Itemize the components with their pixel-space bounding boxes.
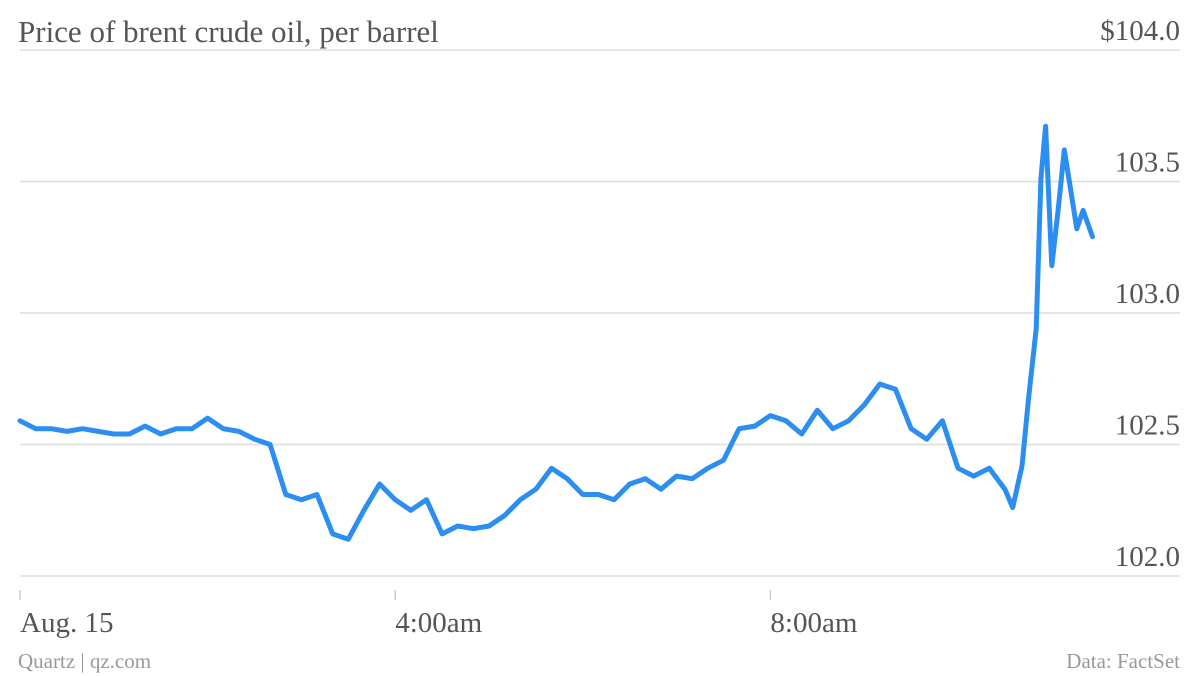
y-tick-label: 102.0 bbox=[1115, 541, 1180, 573]
x-tick-label: Aug. 15 bbox=[20, 607, 113, 639]
chart-title: Price of brent crude oil, per barrel bbox=[18, 14, 439, 49]
price-line bbox=[17, 123, 1095, 542]
x-tick-label: 4:00am bbox=[395, 607, 482, 639]
y-tick-label: 103.5 bbox=[1115, 147, 1180, 179]
x-tick-label: 8:00am bbox=[770, 607, 857, 639]
y-tick-label: 103.0 bbox=[1115, 278, 1180, 310]
y-tick-label: $104.0 bbox=[1100, 15, 1180, 47]
source: Data: FactSet bbox=[1066, 649, 1180, 673]
credit: Quartz | qz.com bbox=[18, 649, 151, 673]
y-tick-label: 102.5 bbox=[1115, 410, 1180, 442]
